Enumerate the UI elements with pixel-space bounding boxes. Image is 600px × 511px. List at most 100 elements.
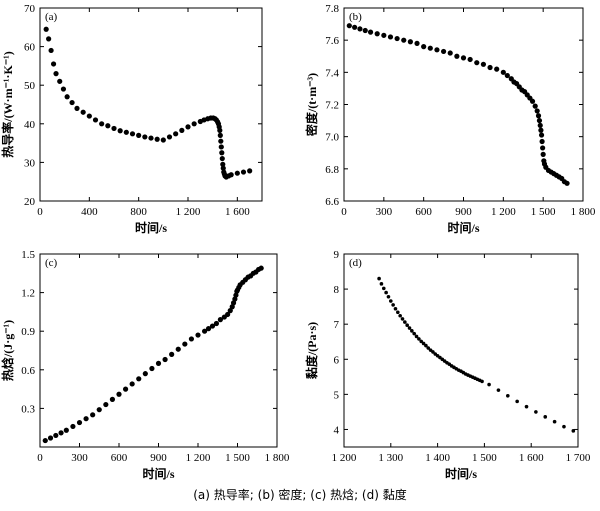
- y-tick-label: 70: [24, 3, 36, 15]
- data-point: [562, 424, 566, 429]
- y-tick-label: 5: [334, 389, 340, 401]
- data-point: [57, 78, 63, 84]
- data-point: [440, 48, 447, 55]
- data-point: [524, 404, 529, 409]
- data-point: [90, 412, 96, 418]
- data-point: [117, 128, 123, 134]
- data-point: [396, 310, 400, 315]
- data-point: [412, 331, 417, 336]
- plot-frame: [343, 253, 579, 448]
- y-tick-label: 6.8: [325, 164, 339, 176]
- data-point: [182, 341, 188, 347]
- data-point: [414, 334, 419, 339]
- data-point: [379, 282, 384, 286]
- data-point: [162, 356, 168, 363]
- x-tick-label: 1 200: [491, 206, 516, 218]
- data-point: [535, 113, 542, 119]
- chart-panel-3: 0 300 600 900 1 200 1 500 1 800 0.3 0.6 0.9 1.2 1.5…: [0, 249, 290, 481]
- data-point: [393, 306, 398, 311]
- data-point: [111, 125, 117, 132]
- data-point: [536, 117, 543, 124]
- y-tick-label: 60: [24, 42, 36, 54]
- data-point: [419, 339, 424, 344]
- data-point: [417, 337, 421, 341]
- data-point: [447, 50, 453, 56]
- y-axis-label: 热焓/(J·g⁻¹): [0, 320, 15, 381]
- data-point: [394, 35, 400, 42]
- y-tick-label: 40: [24, 119, 36, 131]
- data-point: [205, 326, 212, 332]
- data-point: [217, 127, 223, 133]
- data-point: [387, 34, 394, 40]
- data-point: [381, 32, 387, 38]
- x-tick-label: 800: [130, 206, 147, 218]
- data-point: [217, 132, 223, 138]
- data-point: [173, 131, 179, 137]
- data-point: [136, 376, 142, 382]
- data-point: [58, 430, 64, 436]
- data-point: [122, 386, 129, 392]
- y-tick-label: 7.0: [325, 132, 339, 144]
- y-axis-label: 黏度/(Pa·s): [304, 322, 319, 379]
- chart-panel-4: 1 200 1 300 1 400 1 500 1 600 1 700 4 5 6 7 8 9 时间/s…: [304, 249, 591, 481]
- y-tick-label: 1.5: [21, 249, 35, 261]
- data-point: [537, 122, 543, 129]
- x-tick-label: 1 500: [472, 452, 497, 464]
- data-point: [532, 103, 538, 109]
- data-point: [414, 40, 420, 46]
- data-point: [538, 127, 544, 133]
- data-point: [64, 94, 70, 100]
- data-point: [60, 86, 67, 92]
- data-point: [506, 393, 510, 398]
- data-point: [213, 320, 220, 327]
- panel-tag: (a): [45, 11, 58, 23]
- data-point: [191, 121, 197, 127]
- y-tick-label: 6.6: [325, 196, 339, 208]
- x-tick-label: 1 600: [519, 452, 544, 464]
- x-tick-label: 900: [150, 452, 167, 464]
- x-tick-label: 1 200: [186, 452, 211, 464]
- data-point: [220, 165, 226, 171]
- data-point: [155, 360, 162, 366]
- data-point: [543, 415, 548, 419]
- data-point: [48, 47, 54, 54]
- data-point: [467, 56, 473, 63]
- x-axis-label: 时间/s: [445, 466, 477, 481]
- data-point: [389, 299, 393, 303]
- data-point: [50, 61, 57, 67]
- x-tick-label: 1 800: [265, 452, 290, 464]
- data-point: [76, 419, 83, 426]
- data-point: [515, 399, 519, 404]
- x-tick-label: 300: [71, 452, 88, 464]
- data-point: [148, 135, 154, 141]
- data-point: [70, 423, 76, 430]
- data-point: [53, 71, 59, 77]
- y-tick-label: 7.6: [325, 35, 339, 47]
- data-point: [195, 332, 201, 338]
- data-point: [540, 151, 546, 157]
- x-tick-label: 1 200: [176, 206, 201, 218]
- data-point: [431, 350, 435, 354]
- data-point: [86, 113, 92, 119]
- y-tick-label: 8: [334, 284, 340, 296]
- data-point: [179, 127, 185, 133]
- data-point: [136, 132, 142, 138]
- x-tick-label: 0: [37, 452, 43, 464]
- data-point: [357, 26, 363, 32]
- data-point: [166, 134, 173, 140]
- figure-caption: (a) 热导率; (b) 密度; (c) 热焓; (d) 黏度: [193, 488, 407, 502]
- data-point: [185, 124, 191, 130]
- x-tick-label: 1 600: [225, 206, 250, 218]
- data-point: [201, 328, 208, 334]
- x-axis-label: 时间/s: [142, 466, 174, 481]
- data-point: [460, 55, 467, 61]
- data-point: [534, 410, 538, 414]
- x-tick-label: 1 300: [378, 452, 403, 464]
- y-tick-label: 50: [24, 80, 36, 92]
- y-tick-label: 7.4: [325, 67, 339, 79]
- x-tick-label: 1 500: [531, 206, 556, 218]
- data-point: [398, 313, 402, 318]
- panel-tag: (b): [349, 11, 362, 23]
- x-tick-label: 600: [111, 452, 128, 464]
